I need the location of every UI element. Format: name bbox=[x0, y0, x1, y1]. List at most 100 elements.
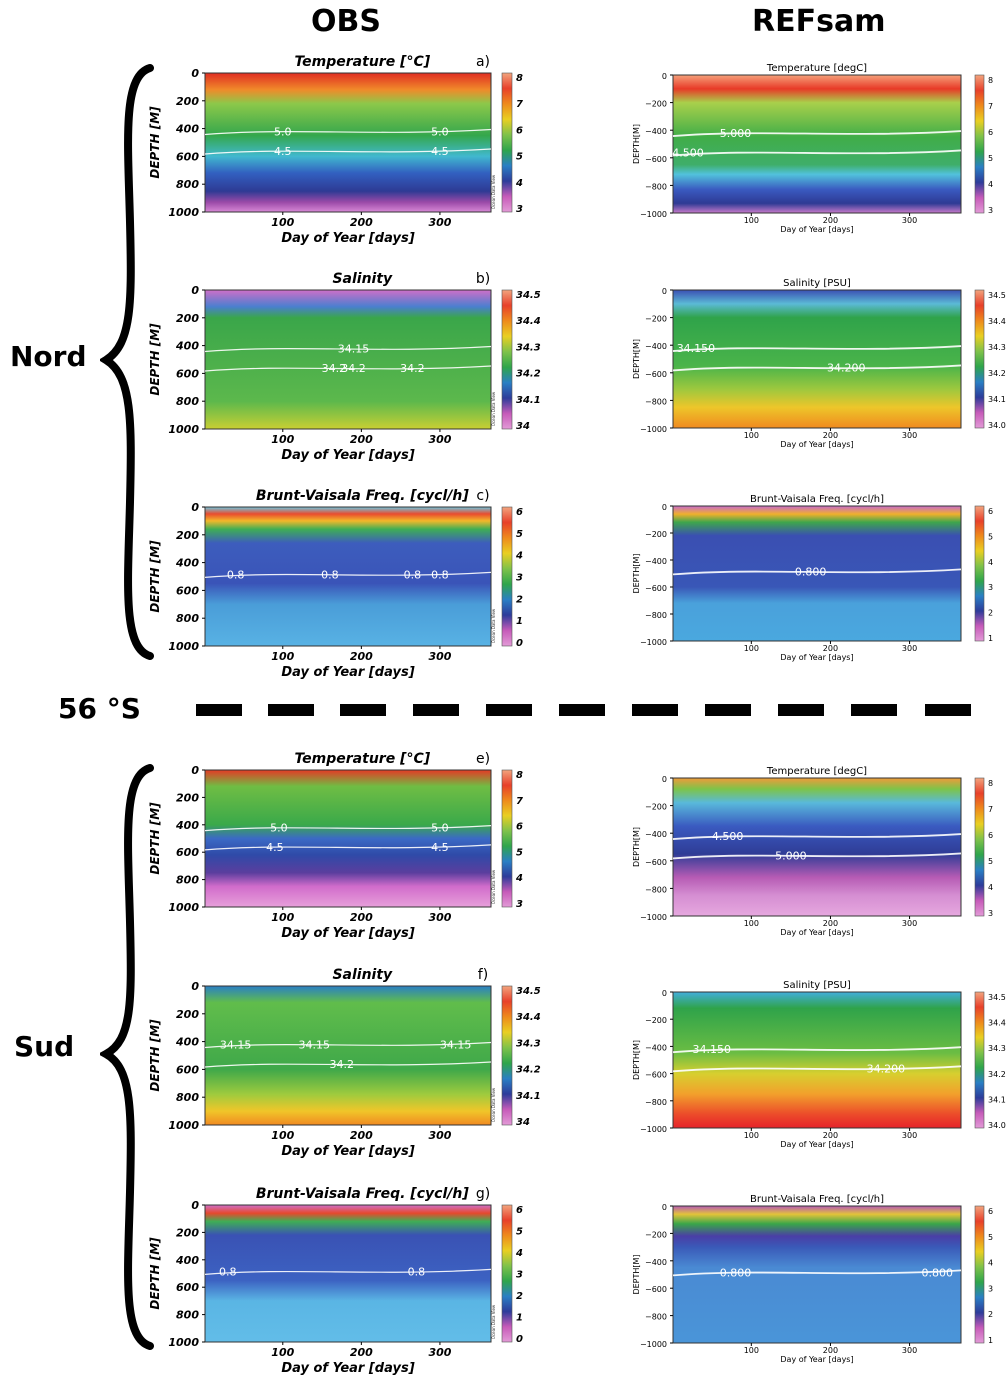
x-tick-label: 300 bbox=[428, 650, 451, 663]
y-axis-label: DEPTH[M] bbox=[632, 1040, 641, 1080]
colorbar bbox=[501, 506, 513, 647]
contour-label: 5.000 bbox=[720, 127, 752, 140]
y-axis-label: DEPTH[M] bbox=[632, 124, 641, 164]
y-tick-label: 0 bbox=[191, 284, 199, 297]
x-tick-label: 100 bbox=[744, 1131, 759, 1140]
colorbar-tick-label: 34.5 bbox=[516, 290, 541, 301]
colorbar-tick-label: 6 bbox=[988, 831, 993, 840]
contour-label: 34.15 bbox=[298, 1038, 330, 1051]
y-tick-label: 200 bbox=[176, 791, 199, 804]
y-tick-label: −200 bbox=[645, 803, 667, 812]
heatmap-field bbox=[672, 74, 962, 214]
panel-title: Temperature [°C] bbox=[294, 54, 430, 70]
x-tick-label: 100 bbox=[271, 650, 294, 663]
colorbar bbox=[501, 985, 513, 1126]
x-tick-label: 100 bbox=[271, 1129, 294, 1142]
panel-title: Temperature [degC] bbox=[766, 63, 867, 74]
contour-label: 0.8 bbox=[227, 568, 245, 581]
contour-line bbox=[204, 345, 492, 353]
panel-title: Temperature [°C] bbox=[294, 751, 430, 767]
colorbar-tick-label: 1 bbox=[516, 616, 523, 627]
y-tick-label: −800 bbox=[645, 1098, 667, 1107]
colorbar-tick-label: 1 bbox=[516, 1313, 523, 1324]
heatmap-field bbox=[204, 1204, 492, 1343]
x-axis-label: Day of Year [days] bbox=[281, 665, 414, 680]
contour-label: 0.800 bbox=[795, 565, 827, 578]
y-tick-label: −600 bbox=[645, 155, 667, 164]
colorbar-tick-label: 3 bbox=[516, 573, 523, 584]
y-tick-label: 0 bbox=[191, 501, 199, 514]
colorbar-tick-label: 5 bbox=[988, 154, 993, 163]
contour-label: 0.8 bbox=[431, 568, 449, 581]
colorbar bbox=[974, 505, 985, 642]
contour-label: 34.150 bbox=[693, 1043, 732, 1056]
y-tick-label: −400 bbox=[645, 830, 667, 839]
x-axis-label: Day of Year [days] bbox=[281, 926, 414, 941]
contour-label: 5.0 bbox=[270, 822, 288, 835]
colorbar-tick-label: 2 bbox=[988, 609, 993, 618]
contour-label: 4.5 bbox=[431, 841, 449, 854]
colorbar-tick-label: 34.5 bbox=[516, 986, 541, 997]
panel-letter: g) bbox=[476, 1186, 490, 1202]
panel-title: Salinity bbox=[332, 967, 393, 983]
y-tick-label: 0 bbox=[191, 1199, 199, 1212]
watermark: Ocean Data View bbox=[491, 869, 496, 904]
contour-line bbox=[672, 833, 962, 840]
contour-label: 0.8 bbox=[408, 1265, 426, 1278]
x-tick-label: 200 bbox=[350, 216, 373, 229]
panel-title: Salinity bbox=[332, 271, 393, 287]
contour-line bbox=[672, 1269, 962, 1277]
colorbar-tick-label: 5 bbox=[516, 152, 523, 163]
y-tick-label: 400 bbox=[175, 1254, 199, 1267]
colorbar-tick-label: 7 bbox=[516, 796, 523, 807]
panel-letter: b) bbox=[476, 271, 490, 287]
panel-title: Brunt-Vaisala Freq. [cycl/h] bbox=[256, 488, 470, 504]
colorbar-tick-label: 6 bbox=[988, 128, 993, 137]
colorbar-tick-label: 4 bbox=[988, 180, 993, 189]
colorbar-tick-label: 1 bbox=[988, 1336, 993, 1345]
panel-title: Brunt-Vaisala Freq. [cycl/h] bbox=[750, 494, 884, 505]
colorbar bbox=[974, 289, 985, 429]
colorbar-tick-label: 4 bbox=[515, 1248, 523, 1259]
x-tick-label: 300 bbox=[428, 216, 451, 229]
colorbar-tick-label: 34.2 bbox=[516, 1065, 541, 1076]
colorbar-tick-label: 34.3 bbox=[988, 343, 1006, 352]
watermark: Ocean Data View bbox=[491, 1087, 496, 1122]
colorbar-tick-label: 34.4 bbox=[516, 1012, 541, 1023]
y-tick-label: 0 bbox=[662, 503, 667, 512]
colorbar-tick-label: 8 bbox=[516, 73, 523, 84]
x-tick-label: 300 bbox=[428, 911, 451, 924]
contour-label: 34.200 bbox=[867, 1062, 906, 1075]
contour-line bbox=[204, 571, 492, 578]
y-tick-label: −400 bbox=[645, 557, 667, 566]
y-tick-label: −800 bbox=[645, 397, 667, 406]
y-tick-label: 200 bbox=[176, 1226, 199, 1239]
y-tick-label: 0 bbox=[662, 775, 667, 784]
y-tick-label: 400 bbox=[175, 340, 199, 353]
y-tick-label: 800 bbox=[176, 1309, 199, 1322]
contour-line bbox=[204, 128, 492, 136]
contour-label: 0.8 bbox=[321, 568, 339, 581]
x-tick-label: 200 bbox=[350, 1346, 373, 1359]
contour-label: 4.5 bbox=[274, 145, 292, 158]
y-tick-label: 400 bbox=[175, 557, 199, 570]
contour-line bbox=[204, 148, 492, 155]
y-tick-label: 600 bbox=[176, 846, 199, 859]
contour-label: 34.2 bbox=[400, 362, 425, 375]
colorbar-tick-label: 34.0 bbox=[988, 421, 1006, 430]
x-axis-label: Day of Year [days] bbox=[281, 448, 414, 463]
colorbar-tick-label: 4 bbox=[988, 558, 993, 567]
contour-line bbox=[672, 130, 962, 137]
contour-line bbox=[204, 844, 492, 851]
contour-line bbox=[672, 568, 962, 576]
colorbar-tick-label: 2 bbox=[988, 1310, 993, 1319]
contour-line bbox=[672, 1065, 962, 1073]
panel-title: Brunt-Vaisala Freq. [cycl/h] bbox=[256, 1186, 470, 1202]
x-tick-label: 200 bbox=[823, 1131, 838, 1140]
y-tick-label: 0 bbox=[662, 72, 667, 81]
colorbar-tick-label: 0 bbox=[516, 638, 523, 649]
latitude-separator-label: 56 °S bbox=[58, 692, 141, 725]
colorbar-tick-label: 5 bbox=[988, 857, 993, 866]
colorbar-tick-label: 34.0 bbox=[988, 1121, 1006, 1130]
colorbar-tick-label: 3 bbox=[988, 909, 993, 918]
